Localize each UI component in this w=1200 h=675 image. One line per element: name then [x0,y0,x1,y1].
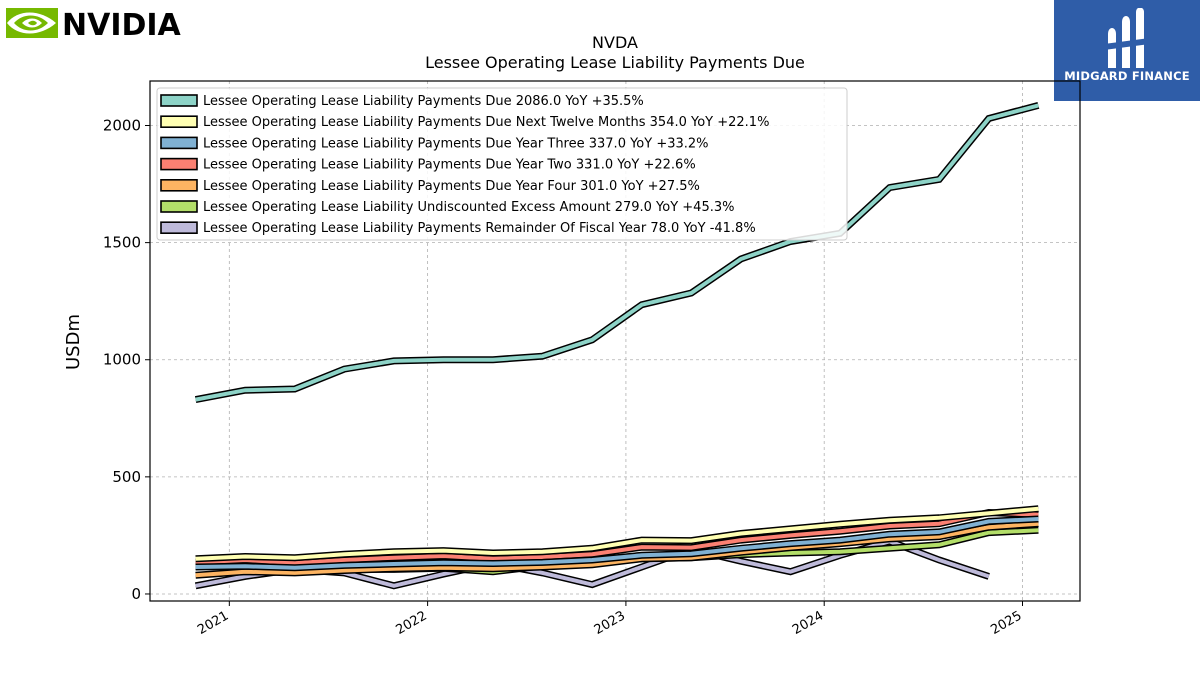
y-tick-label: 500 [112,468,141,486]
legend-entry: Lessee Operating Lease Liability Payment… [203,115,769,130]
legend-entry: Lessee Operating Lease Liability Undisco… [203,200,734,215]
legend-entry: Lessee Operating Lease Liability Payment… [203,136,709,151]
series-line [195,508,1039,567]
legend-box [156,87,848,241]
nvidia-eye-icon: NVIDIA [6,8,182,43]
chart-subtitle: Lessee Operating Lease Liability Payment… [425,53,805,72]
legend-swatch [160,221,198,234]
legend-swatch [160,136,198,150]
series-line-stroke [195,103,1039,402]
series-line-stroke [195,521,1039,578]
midgard-mark-icon [1104,8,1150,68]
x-tick-label: 2022 [393,608,429,638]
legend-entry: Lessee Operating Lease Liability Payment… [203,158,696,173]
series-line-stroke [195,510,1039,566]
midgard-finance-logo: MIDGARD FINANCE [1054,0,1200,101]
y-tick-label: 1000 [103,351,141,369]
series-line-stroke [195,517,1039,570]
y-tick-label: 1500 [103,234,141,252]
legend: Lessee Operating Lease Liability Payment… [156,87,848,241]
x-tick-label: 2025 [988,608,1024,638]
legend-entry: Lessee Operating Lease Liability Payment… [203,221,756,236]
x-tick-label: 2023 [592,608,628,638]
series-lines [194,102,1040,590]
series-line [195,515,1039,572]
legend-entry: Lessee Operating Lease Liability Payment… [203,179,700,194]
legend-entry: Lessee Operating Lease Liability Payment… [203,94,644,109]
nvidia-logo: NVIDIA [4,4,194,43]
x-tick-label: 2024 [790,608,826,638]
series-line [195,505,1039,563]
chart-title: NVDA [592,33,638,52]
legend-swatch [160,94,198,107]
legend-swatch [160,179,198,192]
y-axis-label: USDm [63,314,84,370]
series-line [194,102,1040,404]
plot-frame [149,80,1081,602]
series-line [195,520,1039,579]
legend-swatch [160,115,198,128]
x-tick-label: 2021 [195,608,231,638]
y-tick-label: 2000 [103,117,141,135]
y-tick-label: 0 [131,585,141,603]
legend-swatch [160,157,198,171]
nvidia-wordmark: NVIDIA [62,8,182,42]
legend-swatch [160,200,198,213]
series-line-stroke [195,506,1039,561]
midgard-wordmark: MIDGARD FINANCE [1064,69,1190,83]
